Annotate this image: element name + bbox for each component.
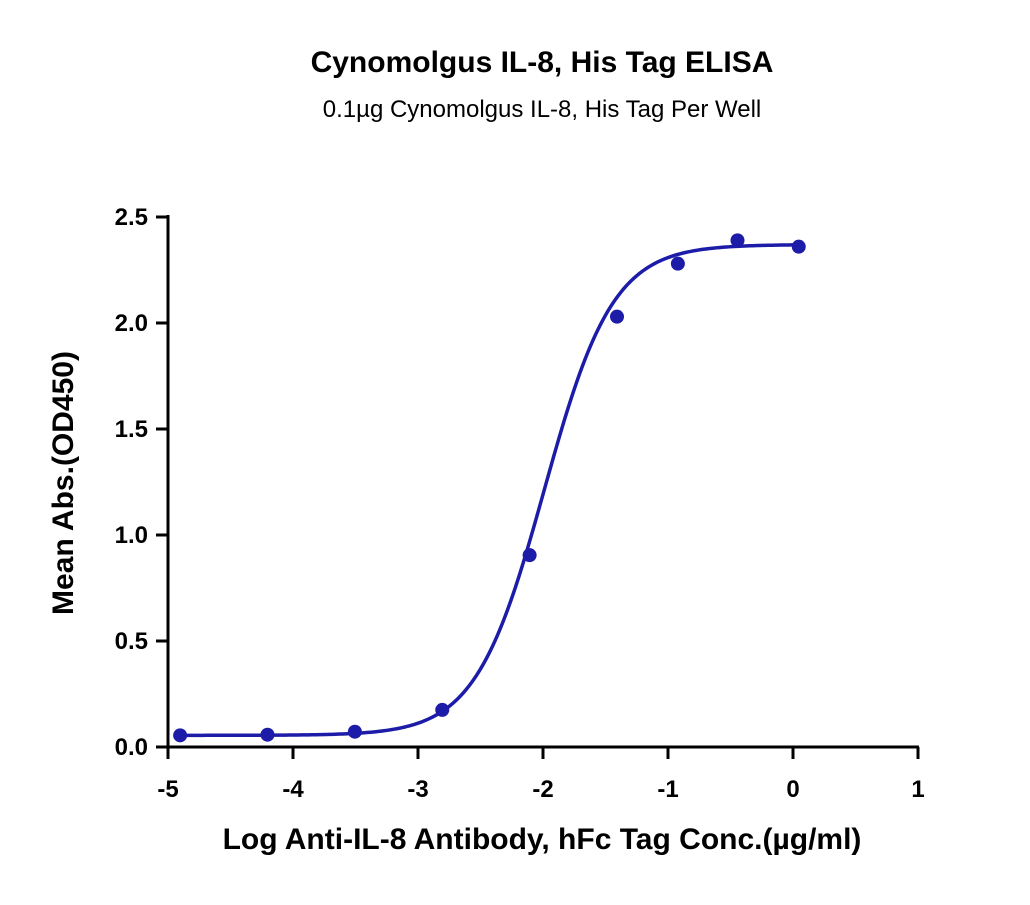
data-point <box>522 548 537 563</box>
x-tick-label: -3 <box>407 776 428 803</box>
data-point <box>791 239 806 254</box>
data-point <box>173 728 188 743</box>
y-axis-label: Mean Abs.(OD450) <box>47 351 80 615</box>
data-point <box>435 702 450 717</box>
x-tick-label: 0 <box>786 776 799 803</box>
y-tick-label: 2.5 <box>115 204 148 231</box>
y-tick-label: 1.5 <box>115 416 148 443</box>
x-tick-label: -1 <box>657 776 678 803</box>
chart-subtitle: 0.1µg Cynomolgus IL-8, His Tag Per Well <box>323 96 761 123</box>
x-tick-label: -5 <box>157 776 178 803</box>
data-point <box>610 309 624 324</box>
data-point <box>670 256 685 271</box>
data-point <box>347 724 362 739</box>
x-tick-label: -4 <box>282 776 304 803</box>
x-tick-label: 1 <box>911 776 924 803</box>
chart-title: Cynomolgus IL-8, His Tag ELISA <box>311 46 774 79</box>
data-point <box>730 233 745 248</box>
fit-curve <box>180 243 799 738</box>
plot-area: 0.0 0.5 1.0 1.5 2.0 2.5 -5 -4 -3 -2 -1 0 1 <box>115 204 925 803</box>
x-axis-label: Log Anti-IL-8 Antibody, hFc Tag Conc.(µg… <box>223 823 862 856</box>
y-tick-label: 0.5 <box>115 628 148 655</box>
y-tick-label: 0.0 <box>115 734 148 761</box>
y-tick-label: 2.0 <box>115 310 148 337</box>
y-tick-label: 1.0 <box>115 522 148 549</box>
x-tick-label: -2 <box>532 776 553 803</box>
data-point <box>260 727 275 742</box>
